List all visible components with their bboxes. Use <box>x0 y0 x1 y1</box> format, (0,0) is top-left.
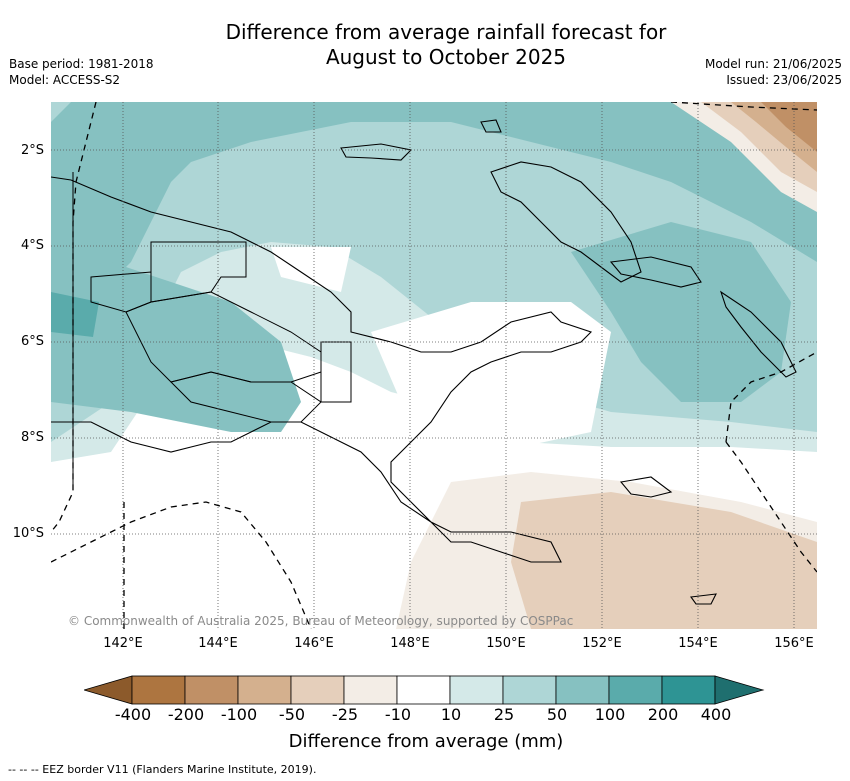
lat-label-2s: 2°S <box>20 143 44 158</box>
islet-b <box>619 476 673 498</box>
colorbar-segment <box>290 675 345 705</box>
colorbar-tick: 400 <box>700 705 732 724</box>
colorbar-tick: 100 <box>594 705 626 724</box>
lon-label-144e: 144°E <box>198 636 238 651</box>
islet-a <box>480 119 502 133</box>
lon-label-152e: 152°E <box>582 636 622 651</box>
eez-northeast <box>670 102 817 111</box>
colorbar-title: Difference from average (mm) <box>288 731 564 752</box>
lat-label-6s: 6°S <box>20 334 44 349</box>
colorbar-segment <box>502 675 557 705</box>
colorbar-tick: -25 <box>331 705 359 724</box>
province-border-5 <box>320 341 352 403</box>
map-title: Difference from average rainfall forecas… <box>150 20 742 70</box>
lat-label-4s: 4°S <box>20 238 44 253</box>
title-line-2: August to October 2025 <box>325 45 567 69</box>
colorbar-tick: -400 <box>114 705 152 724</box>
meta-right: Model run: 21/06/2025 Issued: 23/06/2025 <box>705 56 842 88</box>
lat-label-8s: 8°S <box>20 430 44 445</box>
colorbar-segments <box>84 675 765 705</box>
colorbar-tick: -10 <box>384 705 412 724</box>
gridlines <box>51 102 817 629</box>
model-name: Model: ACCESS-S2 <box>9 73 121 87</box>
lon-label-156e: 156°E <box>774 636 814 651</box>
colorbar-tick: -100 <box>220 705 258 724</box>
colorbar-tick: -200 <box>167 705 205 724</box>
new-britain-coast <box>490 161 642 283</box>
lon-label-148e: 148°E <box>390 636 430 651</box>
coastlines <box>51 119 797 605</box>
band-50-100-north <box>51 102 817 332</box>
copyright-notice: © Commonwealth of Australia 2025, Bureau… <box>68 614 574 628</box>
bougainville-coast <box>719 290 797 378</box>
base-period: Base period: 1981-2018 <box>9 57 154 71</box>
new-ireland-coast <box>609 256 702 288</box>
colorbar-tick: -50 <box>278 705 306 724</box>
eez-southeast <box>725 441 817 573</box>
colorbar-segment <box>449 675 504 705</box>
issued-date: Issued: 23/06/2025 <box>726 73 842 87</box>
colorbar-segment <box>237 675 292 705</box>
colorbar-arrow-low <box>84 675 133 705</box>
colorbar-segment <box>661 675 716 705</box>
neutral-gap-central <box>371 302 611 447</box>
band-100-200 <box>51 292 99 337</box>
title-line-1: Difference from average rainfall forecas… <box>225 20 667 44</box>
colorbar-segment <box>396 675 451 705</box>
lon-label-146e: 146°E <box>294 636 334 651</box>
colorbar-tick: 200 <box>647 705 679 724</box>
band-50-100-west <box>51 242 301 432</box>
colorbar-segment <box>608 675 663 705</box>
eez-south <box>51 501 312 629</box>
eez-footnote: -- -- -- EEZ border V11 (Flanders Marine… <box>8 763 317 776</box>
lon-label-142e: 142°E <box>103 636 143 651</box>
band-dry-neg100-north <box>761 102 817 152</box>
meta-left: Base period: 1981-2018 Model: ACCESS-S2 <box>9 56 154 88</box>
colorbar-segment <box>184 675 239 705</box>
province-border-4 <box>170 371 322 423</box>
lon-label-150e: 150°E <box>486 636 526 651</box>
neutral-gap-north <box>271 247 351 292</box>
eez-west <box>51 102 97 533</box>
lat-label-10s: 10°S <box>12 526 44 541</box>
new-guinea-coast <box>51 176 593 563</box>
colorbar-segment <box>131 675 186 705</box>
eez-borders <box>51 102 817 629</box>
colorbar-tick: 10 <box>440 705 462 724</box>
colorbar-tick: 50 <box>546 705 568 724</box>
band-25-50 <box>51 102 817 442</box>
colorbar-tick: 25 <box>493 705 515 724</box>
manus-coast <box>340 143 413 161</box>
band-50-100-east <box>571 222 791 402</box>
lon-label-154e: 154°E <box>678 636 718 651</box>
map-panel <box>51 102 817 629</box>
colorbar <box>84 675 765 705</box>
islet-c <box>690 593 717 605</box>
colorbar-segment <box>555 675 610 705</box>
band-dry-neg25-south <box>511 492 817 629</box>
colorbar-arrow-high <box>714 675 765 705</box>
rainfall-map <box>51 102 817 629</box>
eez-east <box>725 351 817 443</box>
colorbar-segment <box>343 675 398 705</box>
model-run: Model run: 21/06/2025 <box>704 57 842 71</box>
